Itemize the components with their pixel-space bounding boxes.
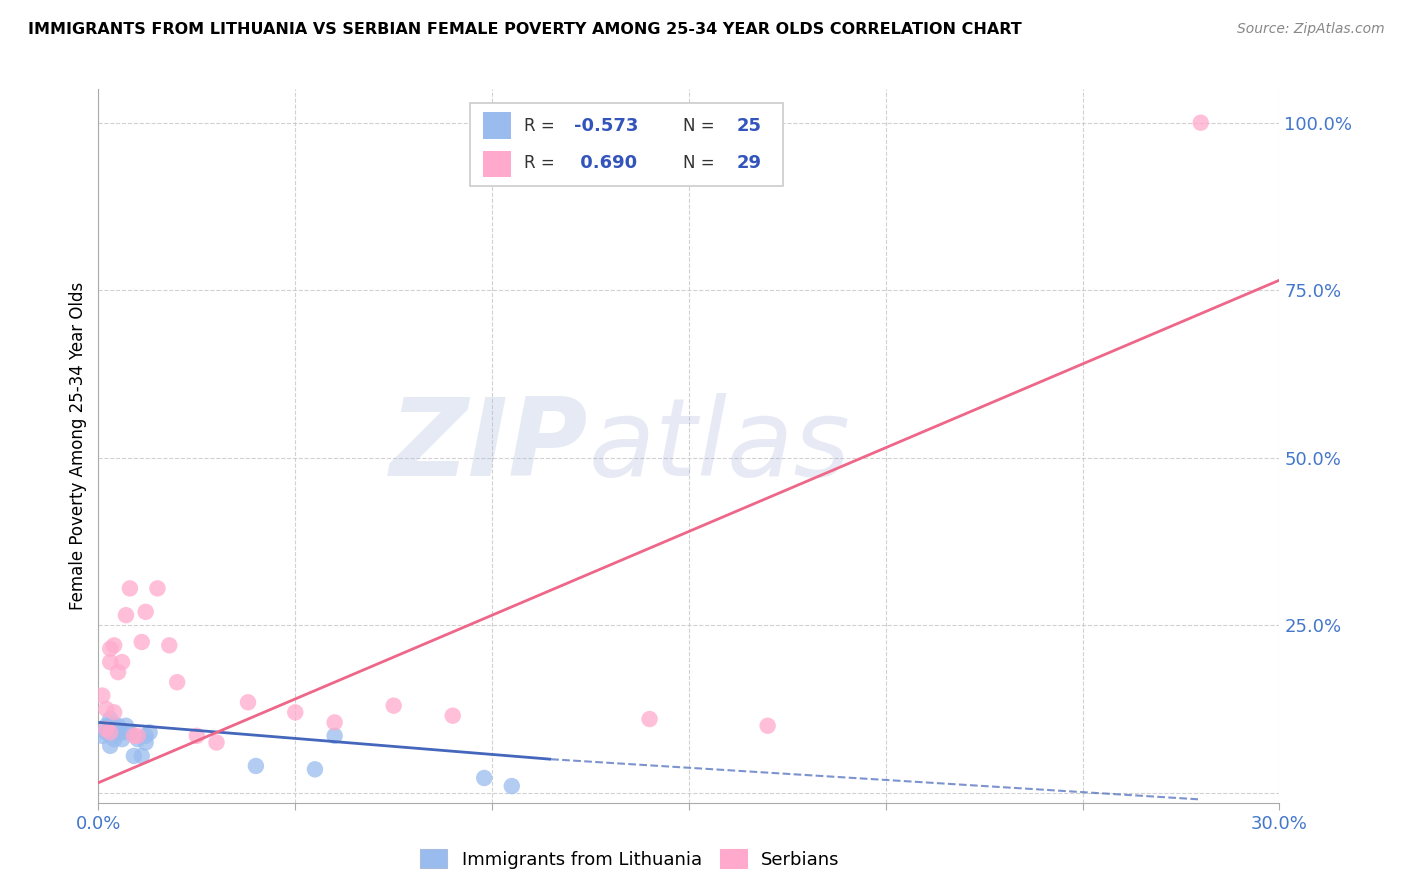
- Point: [96, 722, 118, 736]
- Point: [118, 725, 141, 739]
- Point: [245, 759, 267, 773]
- Point: [135, 605, 157, 619]
- Legend: Immigrants from Lithuania, Serbians: Immigrants from Lithuania, Serbians: [413, 842, 846, 876]
- Point: [382, 698, 405, 713]
- Point: [107, 719, 129, 733]
- Point: [166, 675, 188, 690]
- Point: [115, 719, 138, 733]
- Point: [501, 779, 523, 793]
- Point: [638, 712, 661, 726]
- Point: [472, 771, 495, 785]
- Text: Source: ZipAtlas.com: Source: ZipAtlas.com: [1237, 22, 1385, 37]
- Point: [131, 635, 153, 649]
- Point: [96, 702, 118, 716]
- Point: [122, 729, 145, 743]
- Point: [127, 732, 149, 747]
- Point: [284, 706, 307, 720]
- Point: [323, 715, 346, 730]
- Point: [91, 689, 114, 703]
- Text: atlas: atlas: [589, 393, 851, 499]
- Point: [236, 695, 259, 709]
- Point: [98, 655, 121, 669]
- Point: [107, 665, 129, 680]
- Point: [98, 739, 121, 753]
- Point: [103, 732, 125, 747]
- Point: [103, 719, 125, 733]
- Point: [1189, 116, 1212, 130]
- Point: [135, 729, 157, 743]
- Point: [146, 582, 169, 596]
- Text: IMMIGRANTS FROM LITHUANIA VS SERBIAN FEMALE POVERTY AMONG 25-34 YEAR OLDS CORREL: IMMIGRANTS FROM LITHUANIA VS SERBIAN FEM…: [28, 22, 1022, 37]
- Point: [111, 732, 134, 747]
- Point: [111, 655, 134, 669]
- Point: [103, 638, 125, 652]
- Point: [135, 735, 157, 749]
- Point: [115, 608, 138, 623]
- Point: [118, 582, 141, 596]
- Point: [441, 708, 464, 723]
- Point: [138, 725, 160, 739]
- Point: [98, 725, 121, 739]
- Point: [98, 719, 121, 733]
- Point: [186, 729, 208, 743]
- Point: [304, 762, 326, 776]
- Point: [323, 729, 346, 743]
- Point: [122, 748, 145, 763]
- Point: [127, 729, 149, 743]
- Point: [91, 729, 114, 743]
- Point: [96, 725, 118, 739]
- Point: [96, 719, 118, 733]
- Point: [756, 719, 779, 733]
- Text: ZIP: ZIP: [391, 393, 589, 499]
- Point: [111, 725, 134, 739]
- Point: [103, 706, 125, 720]
- Point: [107, 725, 129, 739]
- Point: [205, 735, 228, 749]
- Y-axis label: Female Poverty Among 25-34 Year Olds: Female Poverty Among 25-34 Year Olds: [69, 282, 87, 610]
- Point: [98, 641, 121, 656]
- Point: [157, 638, 180, 652]
- Point: [98, 712, 121, 726]
- Point: [131, 748, 153, 763]
